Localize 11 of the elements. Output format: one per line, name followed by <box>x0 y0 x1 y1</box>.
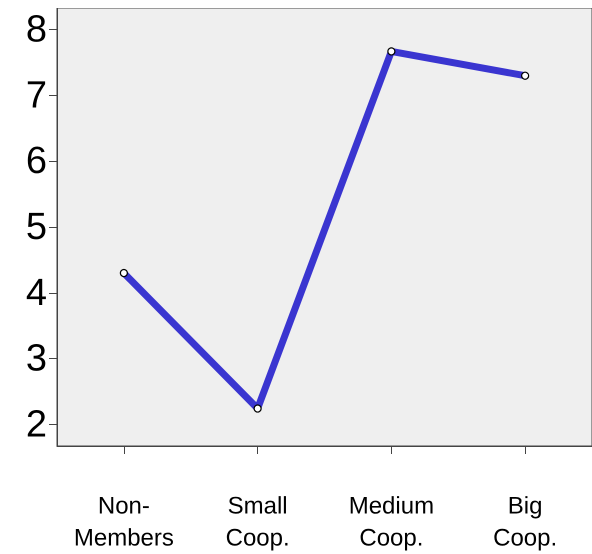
x-tick-label: Big Coop. <box>493 492 558 552</box>
x-tick-label: Medium Coop. <box>348 492 434 552</box>
y-tick-label: 2 <box>26 403 47 446</box>
y-tick-label: 7 <box>26 74 47 116</box>
y-tick-label: 3 <box>26 338 47 380</box>
y-tick-label: 8 <box>26 8 47 51</box>
y-tick-label: 5 <box>26 206 47 248</box>
x-tick-label: Small Coop. <box>226 492 290 552</box>
x-tick-label: Non-Members <box>74 492 174 552</box>
y-tick-label: 4 <box>26 272 47 314</box>
y-tick-label: 6 <box>26 140 47 182</box>
